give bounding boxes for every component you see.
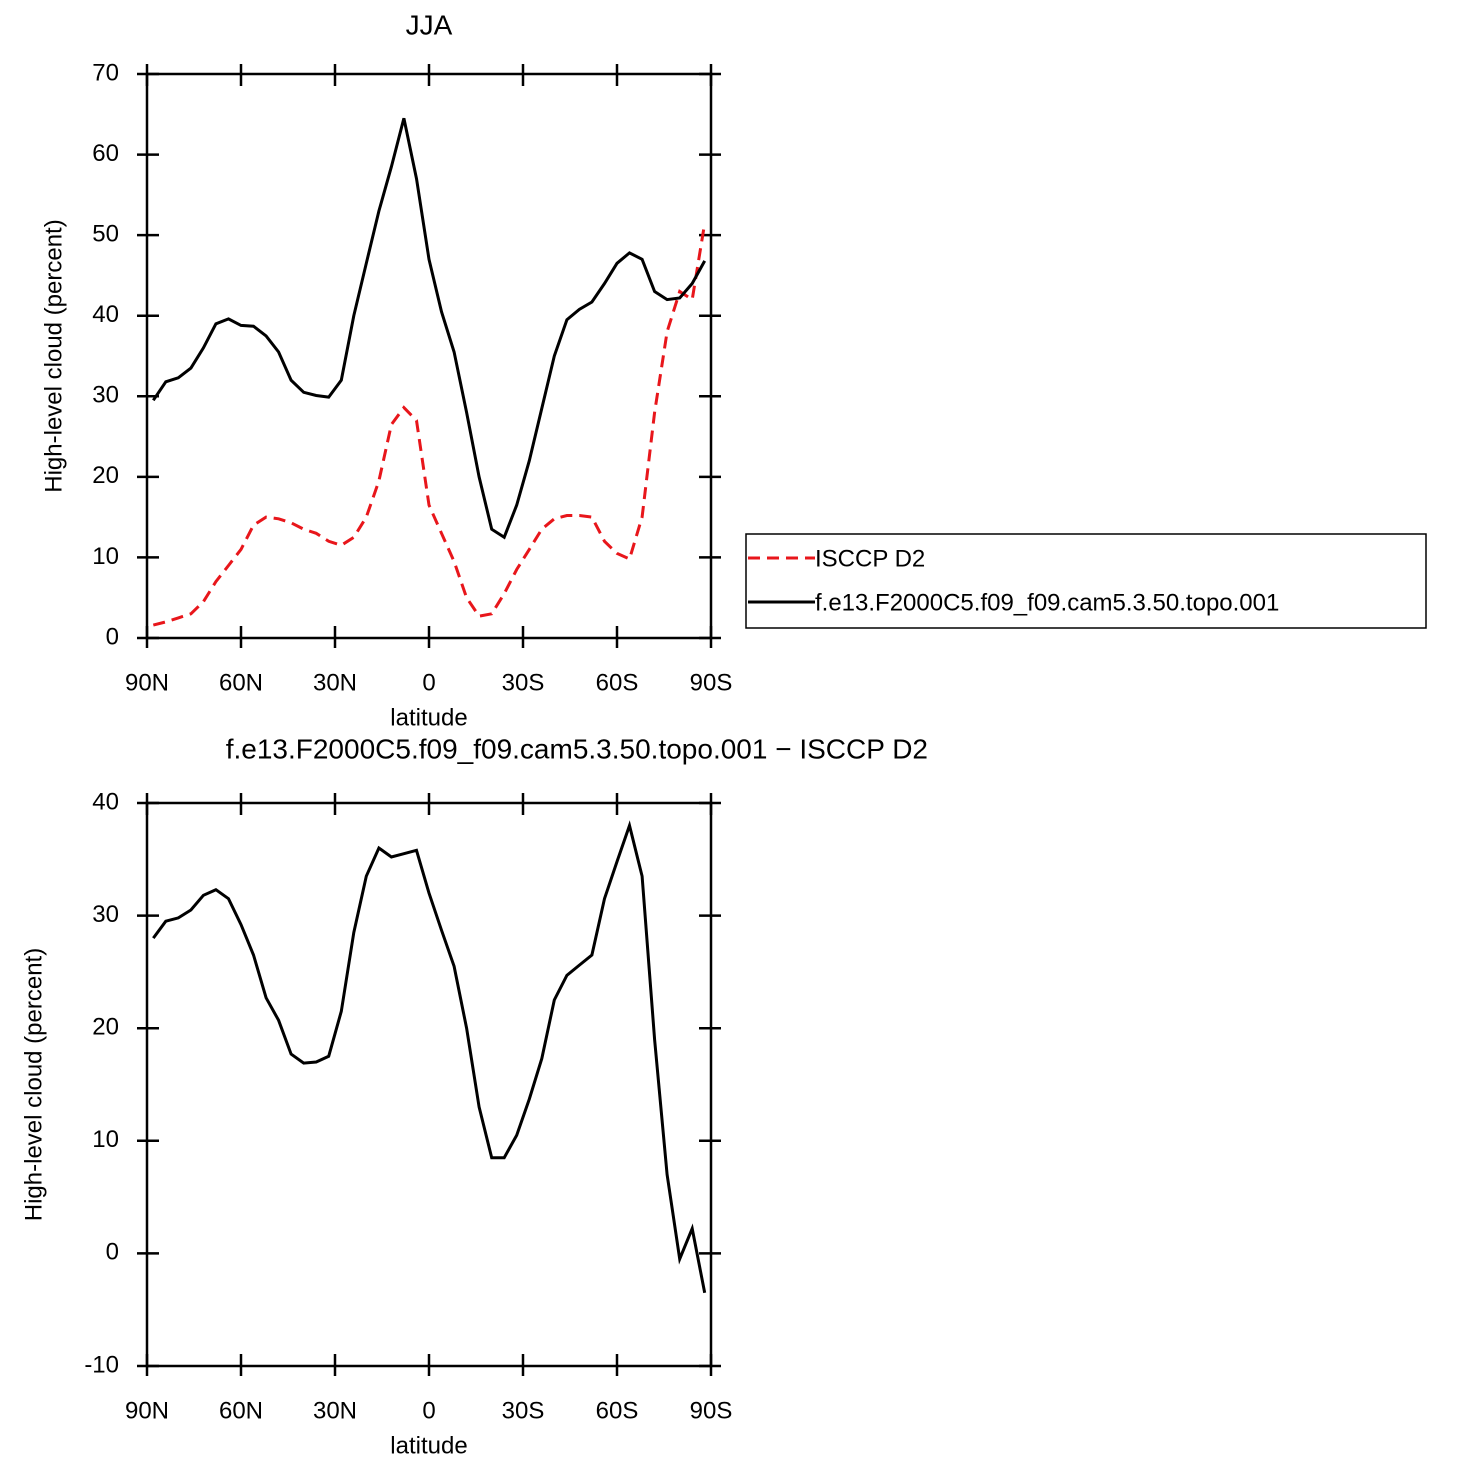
plot-frame xyxy=(145,72,713,640)
x-tick-label: 60S xyxy=(596,669,639,696)
legend-label: ISCCP D2 xyxy=(815,545,925,572)
y-tick-label: 20 xyxy=(92,462,119,489)
legend-label: f.e13.F2000C5.f09_f09.cam5.3.50.topo.001 xyxy=(815,589,1279,616)
chart-title: JJA xyxy=(406,9,453,40)
x-tick-label: 60N xyxy=(219,669,263,696)
x-tick-label: 60N xyxy=(219,1397,263,1424)
y-axis-label: High-level cloud (percent) xyxy=(20,948,47,1221)
x-tick-label: 30S xyxy=(502,669,545,696)
data-line xyxy=(152,222,707,627)
y-tick-label: 70 xyxy=(92,59,119,86)
legend-box xyxy=(745,533,1427,629)
y-tick-label: -10 xyxy=(84,1351,119,1378)
chart-title: f.e13.F2000C5.f09_f09.cam5.3.50.topo.001… xyxy=(226,733,928,764)
chart-panel: JJA 0 10 20 30 40 50 60 70 90N 60N 30N 0 30S 60S 90S lat… xyxy=(40,9,732,731)
x-tick-label: 90N xyxy=(125,1397,169,1424)
y-tick-label: 10 xyxy=(92,1126,119,1153)
y-axis-label: High-level cloud (percent) xyxy=(40,219,67,492)
y-tick-label: 30 xyxy=(92,382,119,409)
chart-panel: f.e13.F2000C5.f09_f09.cam5.3.50.topo.001… xyxy=(20,733,928,1459)
x-tick-label: 0 xyxy=(422,1397,435,1424)
x-axis-label: latitude xyxy=(390,704,467,731)
x-tick-label: 30S xyxy=(502,1397,545,1424)
x-tick-label: 30N xyxy=(313,669,357,696)
x-tick-label: 60S xyxy=(596,1397,639,1424)
plot-frame xyxy=(145,801,713,1368)
y-tick-label: 30 xyxy=(92,901,119,928)
y-tick-label: 10 xyxy=(92,543,119,570)
data-line xyxy=(152,820,707,1294)
legend: ISCCP D2 f.e13.F2000C5.f09_f09.cam5.3.50.… xyxy=(745,533,1427,629)
x-tick-label: 30N xyxy=(313,1397,357,1424)
y-tick-label: 50 xyxy=(92,220,119,247)
y-tick-label: 20 xyxy=(92,1014,119,1041)
x-tick-label: 90N xyxy=(125,669,169,696)
y-tick-label: 40 xyxy=(92,301,119,328)
x-tick-label: 90S xyxy=(690,669,733,696)
x-tick-label: 0 xyxy=(422,669,435,696)
data-line xyxy=(152,117,707,540)
y-tick-label: 40 xyxy=(92,788,119,815)
y-tick-label: 0 xyxy=(106,623,119,650)
x-tick-label: 90S xyxy=(690,1397,733,1424)
y-tick-label: 0 xyxy=(106,1239,119,1266)
x-axis-label: latitude xyxy=(390,1432,467,1459)
y-tick-label: 60 xyxy=(92,140,119,167)
